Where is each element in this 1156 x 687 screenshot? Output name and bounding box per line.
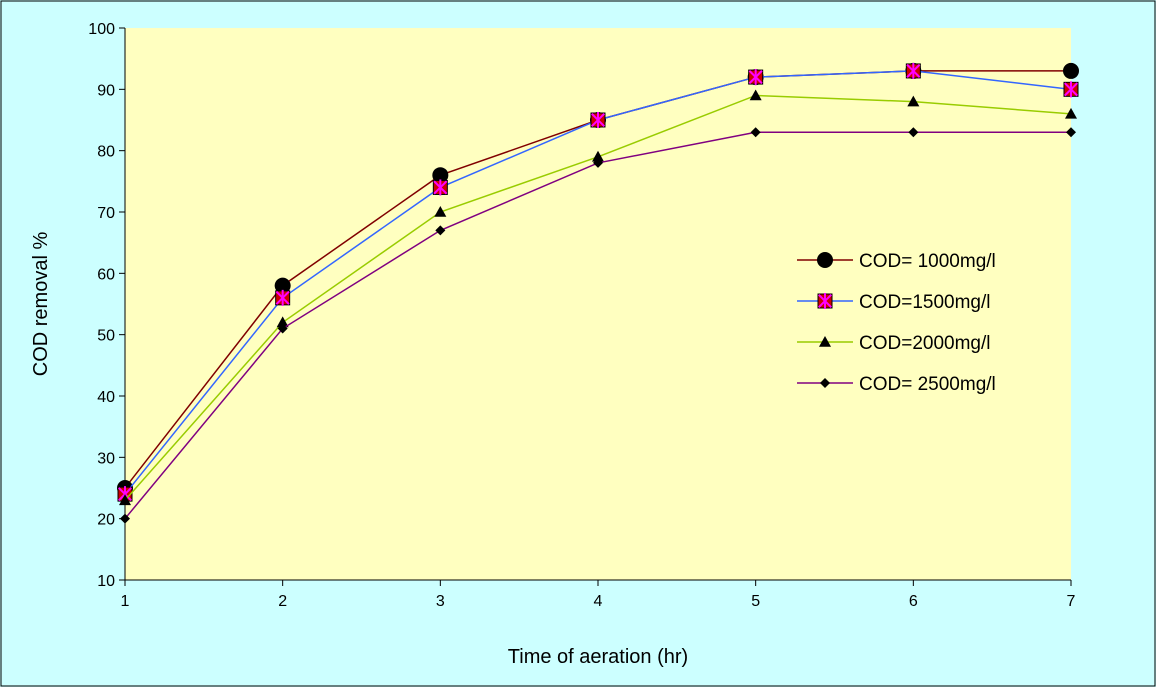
legend: COD= 1000mg/l COD=1500mg/l COD=2000mg/l COD…: [797, 251, 996, 395]
data-point: [434, 206, 447, 217]
y-tick-label: 80: [97, 144, 115, 161]
x-tick-label: 1: [121, 593, 130, 610]
y-tick-label: 30: [97, 450, 115, 467]
x-tick-label: 6: [909, 593, 918, 610]
data-point: [593, 157, 603, 168]
x-axis-title: Time of aeration (hr): [508, 646, 688, 668]
y-tick-label: 90: [97, 82, 115, 99]
data-point: [1065, 107, 1077, 119]
data-point: [592, 150, 604, 162]
legend-marker: [820, 378, 830, 388]
legend-item: COD= 2500mg/l: [797, 374, 996, 395]
x-tick-label: 2: [278, 593, 287, 610]
data-point: [748, 69, 764, 86]
data-point: [274, 277, 291, 294]
data-point: [435, 225, 446, 236]
legend-label: COD=2000mg/l: [859, 333, 990, 354]
legend-item: COD=2000mg/l: [797, 333, 990, 354]
legend-item: COD= 1000mg/l: [797, 251, 996, 272]
data-point: [120, 513, 130, 524]
legend-item: COD=1500mg/l: [797, 292, 990, 313]
data-point: [1066, 127, 1076, 138]
data-point: [275, 289, 291, 306]
data-point: [277, 323, 288, 334]
series-4: [120, 127, 1076, 524]
data-point: [907, 95, 920, 107]
legend-label: COD= 2500mg/l: [859, 374, 996, 395]
legend-label: COD= 1000mg/l: [859, 251, 996, 272]
data-point: [908, 127, 919, 138]
y-tick-label: 70: [97, 205, 115, 222]
data-point: [119, 494, 131, 506]
y-tick-label: 50: [97, 328, 115, 345]
data-point: [432, 167, 449, 184]
series-layer: [117, 62, 1079, 524]
data-point: [1063, 81, 1079, 98]
data-point: [1063, 62, 1079, 79]
data-point: [750, 127, 761, 138]
y-tick-label: 40: [97, 389, 115, 406]
x-tick-label: 4: [594, 593, 603, 610]
x-tick-label: 7: [1067, 593, 1076, 610]
y-tick-label: 60: [97, 266, 115, 283]
data-point: [905, 62, 921, 79]
x-axis: 1 2 3 4 5 6 7: [121, 579, 1076, 610]
y-tick-label: 10: [97, 573, 115, 590]
legend-label: COD=1500mg/l: [859, 292, 990, 313]
data-point: [276, 316, 289, 328]
series-2: [117, 62, 1079, 503]
x-tick-label: 3: [436, 593, 445, 610]
x-tick-label: 5: [751, 593, 760, 610]
legend-marker: [817, 252, 833, 268]
data-point: [749, 89, 762, 101]
legend-marker: [819, 336, 831, 347]
series-3: [119, 89, 1077, 506]
data-point: [432, 179, 448, 196]
y-tick-label: 20: [97, 512, 115, 529]
data-point: [590, 112, 606, 128]
y-axis-title: COD removal %: [30, 232, 52, 377]
legend-marker: [817, 293, 833, 309]
y-tick-label: 100: [88, 21, 115, 38]
